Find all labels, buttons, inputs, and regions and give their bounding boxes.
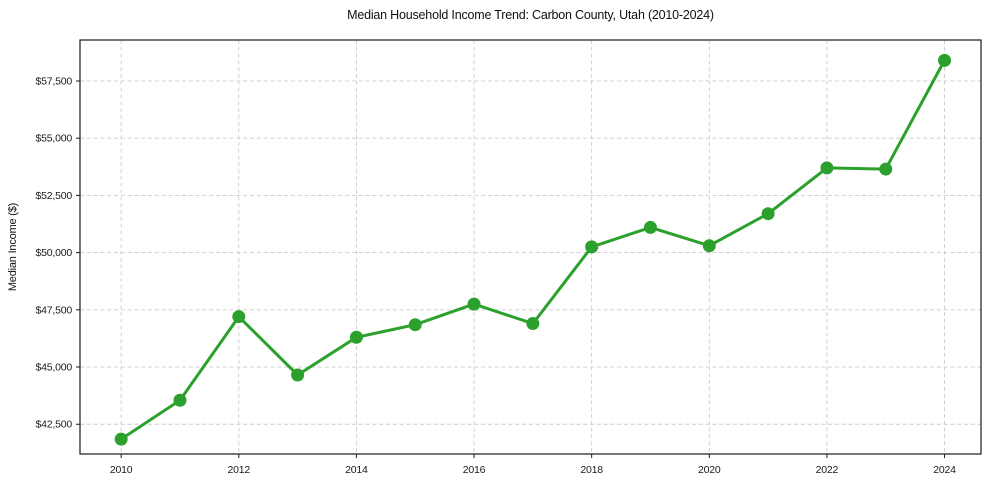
x-tick-label: 2016	[463, 464, 486, 476]
data-point	[702, 239, 716, 253]
data-point	[467, 297, 481, 311]
data-point	[291, 368, 305, 382]
data-point	[643, 220, 657, 234]
y-tick-label: $45,000	[35, 362, 72, 374]
y-tick-label: $55,000	[35, 133, 72, 145]
x-tick-label: 2020	[698, 464, 721, 476]
data-point	[408, 318, 422, 332]
x-tick-label: 2018	[580, 464, 603, 476]
plot-area	[80, 40, 981, 454]
x-tick-label: 2014	[345, 464, 368, 476]
data-point	[938, 53, 952, 67]
data-point	[114, 432, 128, 446]
y-tick-label: $52,500	[35, 190, 72, 202]
data-point	[232, 310, 246, 324]
y-tick-label: $50,000	[35, 247, 72, 259]
x-tick-label: 2022	[816, 464, 839, 476]
x-tick-label: 2024	[933, 464, 956, 476]
data-point	[585, 240, 599, 254]
y-tick-label: $57,500	[35, 75, 72, 87]
x-tick-label: 2010	[110, 464, 133, 476]
plot-border	[79, 39, 982, 455]
data-point	[879, 162, 893, 176]
y-tick-label: $47,500	[35, 304, 72, 316]
x-tick-label: 2012	[228, 464, 251, 476]
data-point	[349, 330, 363, 344]
data-point	[761, 207, 775, 221]
y-tick-label: $42,500	[35, 419, 72, 431]
data-point	[820, 161, 834, 175]
chart-title: Median Household Income Trend: Carbon Co…	[347, 8, 714, 22]
data-point	[173, 393, 187, 407]
data-point	[526, 317, 540, 331]
